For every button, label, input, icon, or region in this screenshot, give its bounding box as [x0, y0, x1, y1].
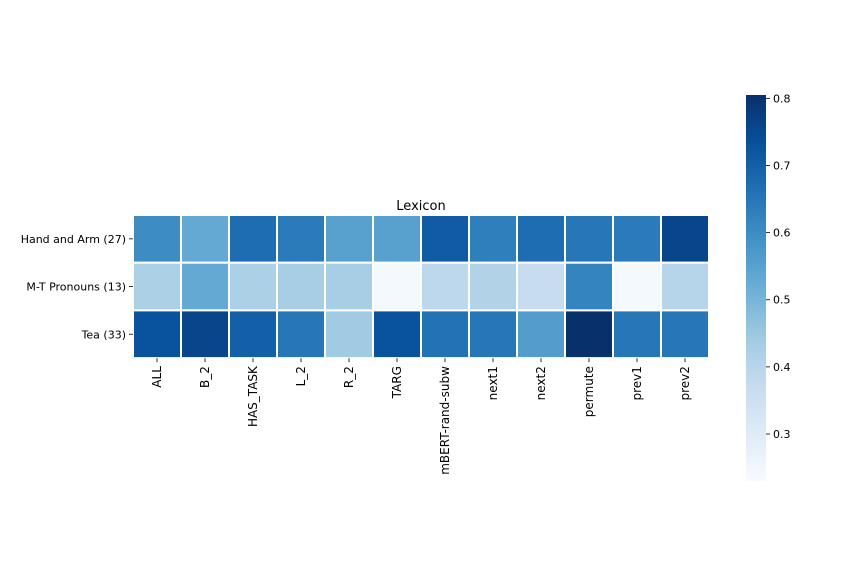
chart-title: Lexicon	[396, 199, 445, 214]
heatmap-cell	[276, 309, 326, 360]
heatmap-cell	[564, 214, 614, 264]
heatmap-cell	[132, 261, 182, 312]
heatmap-cell	[516, 261, 566, 312]
colorbar-gradient	[746, 95, 766, 481]
heatmap-cell	[372, 261, 422, 312]
heatmap-cell	[372, 309, 422, 360]
column-label: next1	[486, 366, 500, 400]
heatmap-cell	[132, 309, 182, 360]
column-label: mBERT-rand-subw	[438, 366, 452, 475]
colorbar	[746, 95, 766, 481]
heatmap-cell	[660, 309, 710, 360]
colorbar-tick-label: 0.6	[773, 227, 791, 240]
heatmap-cell	[612, 309, 662, 360]
row-labels: Hand and Arm (27) M-T Pronouns (13) Tea (3…	[21, 233, 133, 341]
heatmap-cell	[468, 214, 518, 264]
heatmap-cell	[180, 261, 230, 312]
column-label: next2	[534, 366, 548, 400]
column-label: prev1	[630, 366, 644, 400]
heatmap-cell	[612, 214, 662, 264]
heatmap-cell	[276, 261, 326, 312]
heatmap-cell	[180, 309, 230, 360]
column-label: ALL	[150, 366, 164, 388]
heatmap-cell	[420, 261, 470, 312]
heatmap-cell	[372, 214, 422, 264]
heatmap-cell	[660, 261, 710, 312]
heatmap-cell	[564, 261, 614, 312]
colorbar-tick-label: 0.8	[773, 92, 791, 105]
colorbar-tick-label: 0.5	[773, 294, 791, 307]
column-label: B_2	[198, 366, 212, 388]
row-label: M-T Pronouns (13)	[26, 281, 126, 294]
heatmap-cell	[516, 214, 566, 264]
heatmap-cell	[516, 309, 566, 360]
column-label: HAS_TASK	[246, 365, 260, 427]
colorbar-tick-label: 0.3	[773, 428, 791, 441]
heatmap-cell	[324, 214, 374, 264]
colorbar-tick-label: 0.7	[773, 159, 791, 172]
heatmap-cells	[132, 214, 710, 360]
column-label: permute	[582, 366, 596, 417]
heatmap-cell	[468, 309, 518, 360]
heatmap-cell	[228, 261, 278, 312]
row-label: Tea (33)	[81, 328, 126, 341]
heatmap-cell	[324, 261, 374, 312]
heatmap-cell	[420, 309, 470, 360]
column-labels: ALL B_2 HAS_TASK L_2 R_2 TARG mBERT-rand-subw n…	[150, 358, 692, 475]
column-label: prev2	[678, 366, 692, 400]
heatmap-cell	[276, 214, 326, 264]
heatmap-cell	[564, 309, 614, 360]
heatmap-cell	[228, 309, 278, 360]
heatmap-cell	[660, 214, 710, 264]
row-label: Hand and Arm (27)	[21, 233, 126, 246]
heatmap-cell	[612, 261, 662, 312]
heatmap-cell	[132, 214, 182, 264]
column-label: L_2	[294, 366, 308, 386]
heatmap-cell	[324, 309, 374, 360]
colorbar-tick-label: 0.4	[773, 361, 791, 374]
column-label: R_2	[342, 366, 356, 388]
colorbar-ticks: 0.3 0.4 0.5 0.6 0.7 0.8	[766, 92, 791, 441]
heatmap-cell	[420, 214, 470, 264]
heatmap-cell	[180, 214, 230, 264]
column-label: TARG	[390, 366, 404, 399]
heatmap-cell	[228, 214, 278, 264]
heatmap-cell	[468, 261, 518, 312]
